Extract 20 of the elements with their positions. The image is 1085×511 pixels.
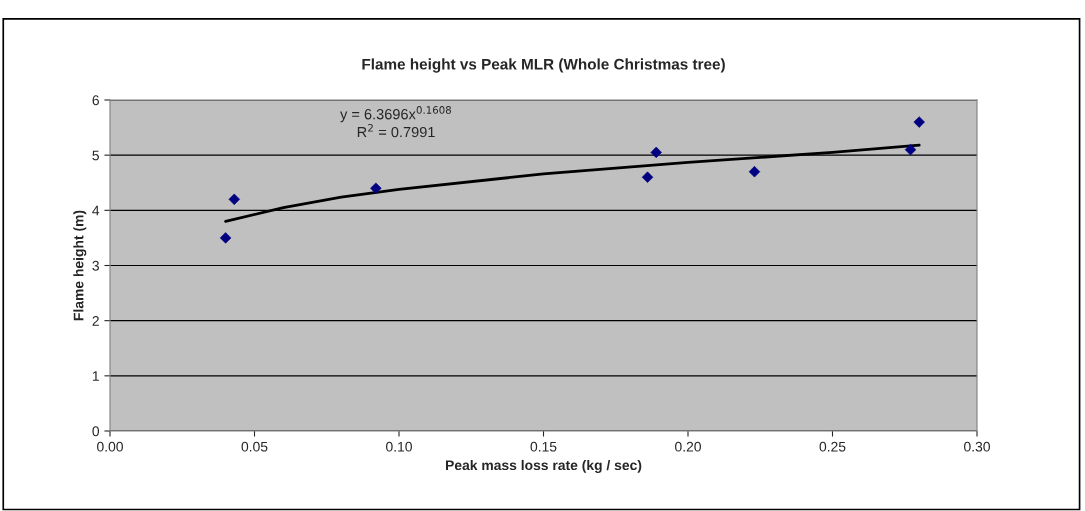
y-tick-label: 3 [92, 260, 99, 271]
y-axis-title: Flame height (m) [73, 210, 87, 321]
x-tick-label: 0.00 [97, 441, 123, 452]
y-tick-label: 5 [92, 150, 99, 161]
text: y = 6.3696x$^{0.1608}$ R$^{2}$ = 0.7991 [340, 106, 452, 138]
y-tick-label: 0 [92, 426, 100, 437]
x-tick-label: 0.10 [386, 441, 412, 452]
x-tick-label: 0.20 [675, 441, 701, 452]
x-tick-label: 0.05 [241, 441, 268, 452]
point [748, 166, 761, 178]
point [904, 143, 917, 156]
x-tick-label: 0.25 [819, 441, 846, 452]
x-tick-label: 0.30 [964, 441, 990, 452]
y-tick-label: 1 [92, 371, 99, 381]
x-tick-label: 0.15 [530, 441, 557, 452]
chart-title: Flame height vs Peak MLR (Whole Christmas tree) [362, 58, 725, 73]
y-tick-label: 6 [92, 95, 99, 106]
x-axis-title: Peak mass loss rate (kg / sec) [446, 459, 642, 473]
y-tick-label: 2 [92, 316, 99, 326]
y-tick-label: 4 [92, 205, 100, 216]
